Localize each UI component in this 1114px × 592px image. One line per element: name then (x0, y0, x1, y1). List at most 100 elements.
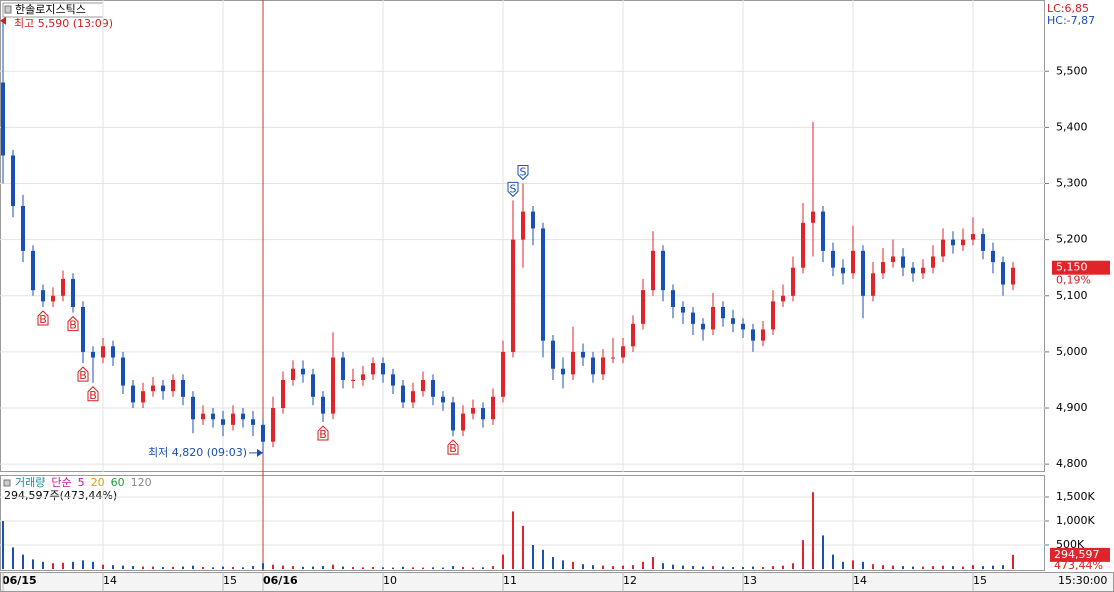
candle-body (491, 396, 495, 420)
candle-body (211, 413, 215, 420)
volume-bar (332, 564, 334, 569)
chart-title: 한솔로지스틱스 (15, 3, 86, 16)
candle-body (331, 357, 335, 414)
candle-body (441, 396, 445, 403)
candle-body (641, 290, 645, 324)
signal-marker (77, 366, 89, 382)
signal-marker (87, 386, 99, 402)
candle-body (701, 323, 705, 330)
candle-body (581, 351, 585, 358)
y-tick-label: 1,000K (1056, 514, 1095, 527)
volume-bar (322, 566, 324, 569)
candle-body (861, 250, 865, 296)
volume-bar (242, 567, 244, 569)
volume-bar (742, 567, 744, 569)
volume-bar (42, 561, 44, 569)
candle-body (251, 419, 255, 425)
high-annotation: 최고 5,590 (13:09) (14, 17, 113, 30)
candle-body (501, 351, 505, 397)
legend-icon (3, 479, 11, 487)
candle-body (321, 396, 325, 414)
volume-bar (672, 564, 674, 569)
candle-body (811, 211, 815, 223)
candle-body (71, 278, 75, 307)
candle-body (301, 368, 305, 375)
volume-bar (862, 561, 864, 569)
volume-bar (692, 566, 694, 569)
volume-bar (282, 565, 284, 569)
volume-bar (32, 559, 34, 569)
signal-label: B (319, 428, 327, 441)
candle-body (461, 413, 465, 431)
candle-body (51, 295, 55, 302)
volume-bar (652, 557, 654, 569)
volume-bar (622, 565, 624, 569)
y-tick-label: 5,400 (1056, 120, 1088, 133)
candle-body (791, 267, 795, 296)
y-tick-label: 5,100 (1056, 289, 1088, 302)
volume-bar (12, 547, 14, 569)
x-tick-label: 14 (103, 574, 117, 587)
volume-bar (372, 567, 374, 569)
volume-bar (612, 566, 614, 569)
volume-bar (562, 560, 564, 569)
candle-body (191, 396, 195, 420)
volume-bar (632, 565, 634, 569)
volume-bar (272, 564, 274, 569)
x-tick-label: 15 (973, 574, 987, 587)
candle-body (131, 385, 135, 403)
candle-body (121, 357, 125, 386)
candle-body (891, 256, 895, 263)
x-tick-label: 10 (383, 574, 397, 587)
volume-bar (482, 567, 484, 569)
lc-stat: LC:6,85 (1047, 2, 1089, 15)
signal-label: S (510, 182, 517, 195)
signal-label: B (89, 389, 97, 402)
high-arrowhead (0, 16, 6, 25)
volume-bar (902, 566, 904, 569)
volume-bar (822, 535, 824, 569)
volume-bar (1002, 565, 1004, 569)
volume-bar (102, 564, 104, 569)
y-tick-label: 1,500K (1056, 490, 1095, 503)
candle-body (711, 306, 715, 330)
price-panel (0, 0, 1045, 472)
x-tick-label: 06/15 (2, 574, 37, 587)
volume-bar (702, 566, 704, 569)
candle-body (291, 368, 295, 380)
candle-body (111, 346, 115, 358)
volume-bar (792, 563, 794, 569)
volume-bar (22, 554, 24, 569)
volume-bar (362, 567, 364, 569)
volume-label: 294,597주(473,44%) (4, 489, 117, 502)
signal-marker (37, 310, 49, 326)
candle-body (661, 250, 665, 291)
candle-body (751, 329, 755, 341)
legend-entry: 20 (91, 476, 105, 489)
volume-bar (872, 564, 874, 569)
volume-bar (422, 567, 424, 569)
volume-bar (452, 566, 454, 569)
last-volume-box (1050, 547, 1110, 562)
candle-body (141, 391, 145, 403)
volume-bar (492, 566, 494, 569)
legend-entry: 60 (111, 476, 125, 489)
candle-body (961, 239, 965, 246)
candle-body (151, 385, 155, 392)
x-tick-label: 12 (623, 574, 637, 587)
volume-bar (462, 567, 464, 569)
volume-bar (162, 567, 164, 569)
candle-body (721, 306, 725, 319)
candle-body (621, 346, 625, 358)
volume-bar (342, 566, 344, 569)
candle-body (991, 250, 995, 263)
volume-bar (222, 566, 224, 569)
volume-bar (892, 565, 894, 569)
volume-bar (62, 562, 64, 569)
volume-bar (972, 565, 974, 569)
candle-body (821, 211, 825, 251)
y-tick-label: 5,000 (1056, 345, 1088, 358)
candle-body (731, 318, 735, 324)
low-arrowhead (257, 448, 263, 457)
volume-bar (772, 566, 774, 569)
